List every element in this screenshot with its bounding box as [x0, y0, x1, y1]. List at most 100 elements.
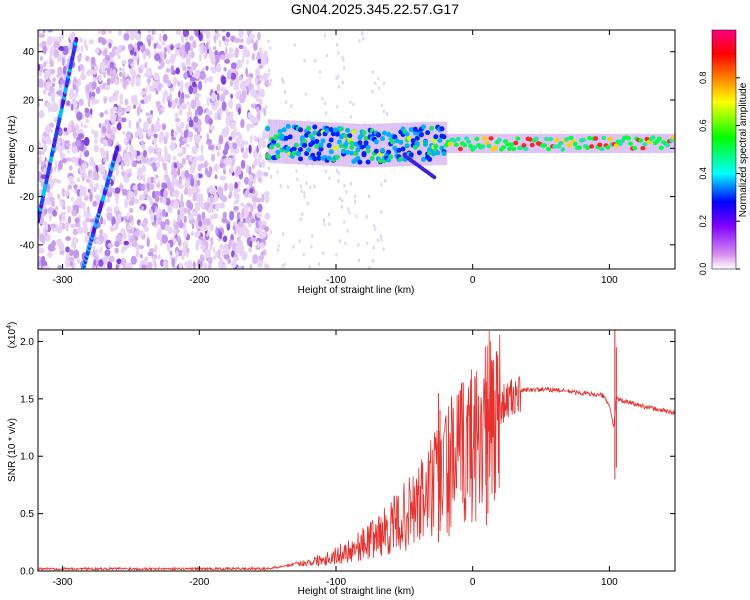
noise-cell [264, 104, 268, 110]
noise-cell [198, 80, 203, 91]
noise-cell [45, 124, 51, 135]
noise-cell [141, 205, 144, 211]
noise-cell [384, 178, 387, 183]
noise-cell [124, 80, 129, 86]
colorbar-label: Normalized spectral amplitude [738, 82, 749, 217]
spectrogram-y-label: Frequency (Hz) [7, 116, 18, 185]
noise-cell [133, 104, 136, 110]
noise-cell [219, 162, 224, 168]
tone-cell [628, 141, 634, 146]
noise-cell [131, 69, 137, 80]
noise-cell [173, 131, 178, 136]
tone-halo [392, 123, 395, 167]
tone-cell [626, 136, 631, 141]
tone-halo [638, 133, 641, 154]
tone-cell [386, 149, 392, 155]
noise-cell [181, 157, 186, 165]
noise-cell [85, 217, 89, 222]
noise-cell [213, 35, 217, 44]
tone-halo [625, 133, 628, 154]
noise-cell [223, 67, 227, 72]
noise-cell [94, 182, 99, 190]
noise-cell [250, 237, 257, 242]
noise-cell [138, 118, 142, 123]
tone-halo [533, 133, 536, 154]
tone-cell [560, 147, 566, 152]
noise-cell [167, 203, 173, 213]
noise-cell [115, 168, 119, 176]
noise-cell [147, 37, 152, 47]
noise-cell [184, 41, 191, 52]
tone-halo [285, 120, 289, 164]
noise-cell [349, 100, 352, 105]
noise-cell [225, 46, 228, 55]
noise-cell [264, 262, 267, 269]
tone-cell [287, 134, 293, 140]
noise-cell [218, 202, 225, 209]
noise-cell [228, 47, 234, 54]
tone-cell [564, 137, 570, 142]
tone-halo [600, 133, 604, 154]
tone-halo [277, 119, 280, 164]
noise-cell [146, 261, 153, 269]
noise-cell [38, 154, 42, 165]
noise-cell [182, 51, 187, 58]
noise-cell [140, 64, 145, 71]
tone-cell [275, 143, 281, 148]
noise-cell [249, 174, 253, 182]
noise-cell [204, 249, 211, 259]
noise-cell [191, 61, 197, 71]
noise-cell [237, 133, 243, 142]
noise-cell [56, 90, 63, 96]
noise-cell [236, 60, 240, 70]
noise-cell [146, 67, 153, 77]
noise-cell [238, 75, 243, 81]
noise-cell [216, 83, 221, 92]
noise-cell [83, 172, 87, 180]
tone-halo [418, 122, 422, 166]
noise-cell [180, 102, 187, 110]
tone-halo [380, 123, 384, 167]
noise-cell [121, 60, 127, 65]
noise-cell [323, 101, 327, 106]
tone-halo [589, 133, 592, 154]
noise-cell [89, 218, 95, 223]
tone-cell [341, 148, 346, 154]
tone-cell [343, 133, 349, 139]
tone-halo [435, 121, 438, 166]
noise-cell [184, 169, 190, 179]
noise-cell [210, 214, 215, 220]
tone-halo [372, 123, 376, 168]
noise-cell [98, 75, 103, 83]
tone-cell [316, 155, 322, 161]
spectrogram-frame [37, 29, 676, 270]
noise-cell [303, 194, 306, 199]
noise-cell [186, 199, 192, 209]
tone-cell [421, 156, 426, 162]
tone-cell [394, 138, 400, 144]
tone-halo [336, 122, 339, 167]
noise-cell [210, 202, 214, 209]
noise-cell [230, 163, 234, 174]
noise-cell [85, 84, 91, 94]
noise-cell [220, 75, 227, 85]
noise-cell [148, 92, 152, 102]
noise-cell [205, 42, 209, 50]
noise-cell [152, 156, 157, 163]
noise-cell [234, 181, 238, 191]
noise-cell [106, 150, 109, 161]
noise-cell [187, 206, 191, 216]
tone-halo [287, 120, 290, 164]
tone-cell [552, 144, 558, 149]
noise-cell [39, 235, 46, 243]
noise-cell [149, 197, 153, 206]
tone-cell [572, 141, 578, 147]
noise-cell [144, 188, 149, 196]
noise-cell [283, 262, 286, 267]
noise-cell [57, 264, 62, 269]
tone-cell [339, 126, 344, 132]
noise-cell [106, 119, 110, 125]
tone-cell [318, 146, 324, 152]
tone-cell [339, 143, 344, 149]
